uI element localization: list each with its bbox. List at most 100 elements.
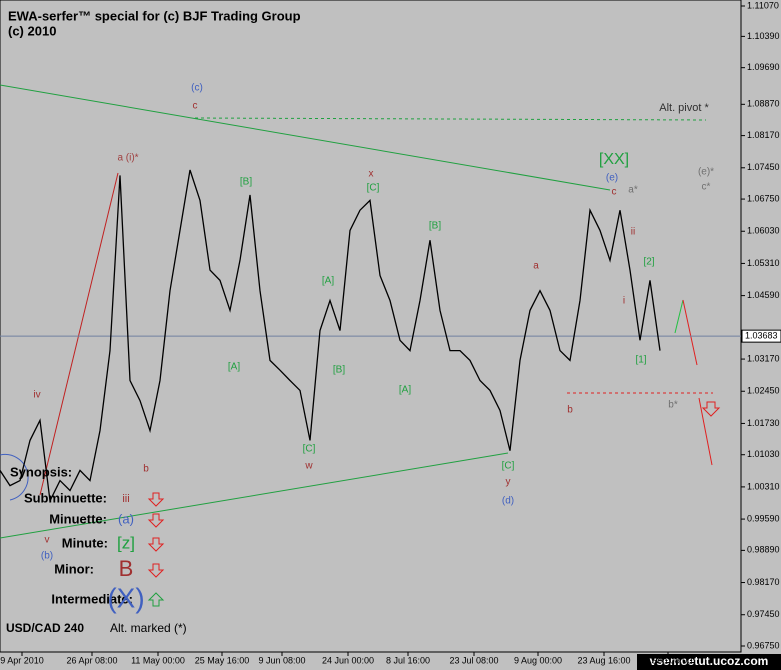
wave-label: b [567,405,573,416]
projection [682,299,698,366]
x-tick-label: 24 Jun 00:00 [322,655,374,665]
degree-wave: iii [122,493,129,505]
y-tick-label: 0.96750 [747,640,780,650]
x-tick-label: 9 Jun 08:00 [258,655,305,665]
y-tick-label: 0.98890 [747,545,780,555]
y-tick-label: 1.09690 [747,62,780,72]
price-line [0,169,661,504]
y-tick-label: 1.03170 [747,353,780,363]
x-tick-label: 11 May 00:00 [131,655,185,665]
wave-label: [B] [333,365,345,376]
wave-label: a [533,261,539,272]
watermark-bg [637,654,781,670]
wave-label: [B] [429,221,441,232]
wave-label: (e)* [698,167,714,178]
direction-arrow [147,492,165,507]
symbol-label: USD/CAD 240 [6,621,84,635]
trend-line [0,452,509,539]
x-tick-label: 9 Aug 00:00 [514,655,562,665]
wave-label: [C] [367,183,380,194]
y-tick-label: 1.05310 [747,258,780,268]
wave-label: [1] [635,355,646,366]
y-tick-label: 1.00310 [747,481,780,491]
degree-label: Minor: [54,561,94,576]
projection [698,397,713,466]
wave-label: [2] [643,257,654,268]
wave-label: c* [702,182,711,193]
wave-line [39,172,119,496]
wave-label: [A] [322,276,334,287]
wave-label: i [623,296,625,307]
wave-label: w [304,461,313,472]
wave-label: (e) [606,173,618,184]
y-tick-label: 1.08170 [747,130,780,140]
plot-area [0,0,742,653]
direction-arrow [147,513,165,528]
synopsis-label: Synopsis: [10,464,72,479]
wave-label: (b) [41,551,53,562]
trend-line [0,84,611,191]
x-tick-label: 25 May 16:00 [195,655,250,665]
chart-title: EWA-serfer™ special for (c) BJF Trading … [8,8,301,23]
degree-wave: (a) [118,511,134,526]
wave-label: (d) [502,496,514,507]
footer-note: Alt. marked (*) [110,621,187,635]
projection [674,299,684,334]
degree-wave: [z] [117,533,135,552]
y-tick-label: 1.06750 [747,193,780,203]
y-tick-label: 1.02450 [747,386,780,396]
x-tick-label: 9 Apr 2010 [0,655,44,665]
y-tick-label: 1.01030 [747,449,780,459]
arrow [701,401,721,417]
degree-label: Minute: [62,535,108,550]
x-tick-label: 7 Sep 08:00 [644,655,693,665]
wave-label: y [506,477,511,488]
direction-arrow [147,563,165,578]
wave-label: c [612,187,617,198]
wave-lines [0,84,721,539]
wave-label: a* [628,185,638,196]
wave-label: x [369,169,374,180]
circle-mark [0,453,29,501]
wave-label: [C] [303,444,316,455]
degree-wave: (X) [107,582,144,613]
x-tick-label: 23 Aug 16:00 [577,655,630,665]
y-tick-label: 1.11070 [747,0,779,10]
wave-label: a (i)* [117,153,138,164]
wave-label: [B] [240,177,252,188]
wave-label: [A] [228,362,240,373]
x-tick-label: 26 Apr 08:00 [66,655,117,665]
wave-label: [C] [502,461,515,472]
wave-label: Alt. pivot * [659,102,709,114]
y-tick-label: 1.08870 [747,99,780,109]
degree-label: Intermediate: [51,591,133,606]
direction-arrow [147,537,165,552]
degree-label: Subminuette: [24,490,107,505]
watermark: vsemoetut.ucoz.com [650,654,769,668]
pivot-line [194,117,707,121]
wave-label: b [143,464,149,475]
wave-label: iv [33,390,40,401]
wave-label: b* [668,400,678,411]
current-price-box [741,329,781,343]
chart-subtitle: (c) 2010 [8,23,56,38]
wave-label: [A] [399,385,411,396]
y-tick-label: 0.98170 [747,577,780,587]
x-tick-label: 23 Jul 08:00 [449,655,498,665]
wave-label: c [193,101,198,112]
degree-label: Minuette: [49,511,107,526]
y-tick-label: 1.04590 [747,290,780,300]
current-price-label: 1.03683 [745,331,778,341]
wave-label: v [45,535,50,546]
y-tick-label: 1.06030 [747,226,780,236]
direction-arrow [147,592,165,607]
y-tick-label: 0.99590 [747,513,780,523]
wave-label: (c) [191,83,203,94]
wave-label: ii [631,227,635,238]
y-tick-label: 1.10390 [747,31,780,41]
y-tick-label: 1.07450 [747,162,780,172]
y-tick-label: 0.97450 [747,609,780,619]
wave-label: [XX] [599,151,629,168]
x-tick-label: 8 Jul 16:00 [386,655,430,665]
